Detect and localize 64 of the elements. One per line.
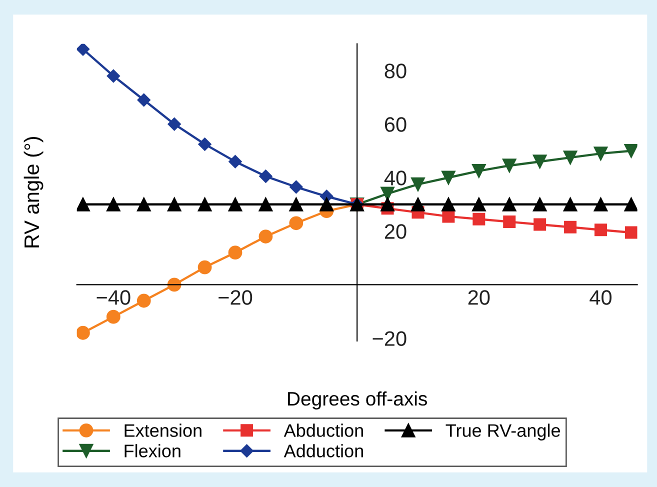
point [168,118,181,131]
point [76,326,90,340]
point [228,197,242,212]
y-axis-title: RV angle (°) [24,136,44,248]
point [472,164,486,178]
point [594,197,608,212]
point [624,197,638,212]
point [289,216,304,230]
point [76,197,90,212]
y-tick-label: −20 [372,331,406,346]
legend-label: Adduction [284,444,363,458]
point [258,197,273,212]
point [258,230,273,244]
point [594,146,608,161]
legend-label: Flexion [124,444,180,458]
legend-label: True RV-angle [446,424,560,440]
point [136,294,151,308]
point [380,197,394,212]
x-tick-label: −40 [96,290,130,305]
point [167,197,182,212]
point [106,310,120,324]
point [503,216,516,228]
x-axis-title: Degrees off-axis [288,391,427,410]
point [532,154,547,169]
y-tick-label: 80 [384,64,406,78]
point [228,155,242,168]
point [380,186,394,201]
y-tick-label: 20 [384,224,406,239]
point [320,197,334,212]
point [289,197,304,212]
point [564,220,577,234]
point [594,224,607,236]
point [624,226,638,239]
x-tick-label: −20 [218,290,252,305]
point [106,197,120,212]
point [442,197,456,212]
point [137,93,150,107]
x-tick-label: 20 [468,290,490,305]
point [228,246,242,260]
point [198,260,212,274]
point [472,212,486,226]
point [472,197,486,212]
point [442,170,456,185]
point [136,197,151,212]
point [76,44,90,56]
point [198,138,212,151]
point [534,218,546,231]
point [532,197,547,212]
y-tick-label: 60 [384,117,406,132]
legend-label: Abduction [284,424,363,437]
point [563,150,578,165]
point [624,144,638,158]
point [411,197,425,212]
point [563,197,578,212]
point [290,180,303,194]
point [502,197,516,212]
y-tick-label: 40 [384,170,406,186]
point [411,177,425,192]
legend-label: Extension [124,424,202,437]
point [106,69,120,83]
x-tick-label: 40 [590,290,612,305]
point [259,170,272,183]
point [198,197,212,212]
point [502,158,516,173]
